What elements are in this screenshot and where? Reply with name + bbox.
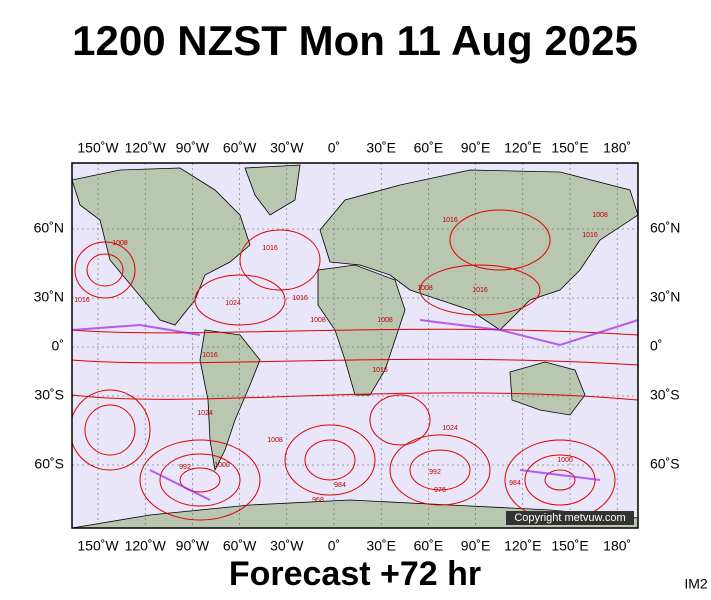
lon-label-bottom: 30˚E <box>366 538 396 554</box>
lon-label-bottom: 120˚E <box>504 538 541 554</box>
isobar-label: 992 <box>429 469 441 476</box>
lon-label-top: 120˚E <box>504 140 541 156</box>
isobar-label: 968 <box>312 497 324 504</box>
lon-label-bottom: 90˚W <box>176 538 210 554</box>
isobar-label: 1024 <box>442 425 458 432</box>
lon-label-top: 0˚ <box>328 140 340 156</box>
isobar-label: 984 <box>509 480 521 487</box>
copyright: Copyright metvuw.com <box>514 512 625 524</box>
lon-label-top: 60˚E <box>414 140 444 156</box>
footer: Forecast +72 hr <box>229 555 481 593</box>
lat-label-right: 60˚S <box>650 456 680 472</box>
lon-label-top: 60˚W <box>223 140 257 156</box>
lon-label-bottom: 180˚ <box>603 538 631 554</box>
lon-label-top: 120˚W <box>125 140 167 156</box>
isobar-label: 1008 <box>417 285 433 292</box>
north-america <box>72 167 251 326</box>
isobar-label: 1016 <box>582 232 598 239</box>
isobar-label: 1000 <box>557 457 573 464</box>
isobar-label: 1016 <box>262 245 278 252</box>
isobar-label: 1024 <box>225 300 241 307</box>
lon-label-top: 30˚W <box>270 140 304 156</box>
lon-label-bottom: 60˚E <box>414 538 444 554</box>
isobar-label: 992 <box>179 464 191 471</box>
title: 1200 NZST Mon 11 Aug 2025 <box>72 17 638 64</box>
isobar-label: 1016 <box>292 295 308 302</box>
isobar-label: 1008 <box>377 317 393 324</box>
graticule <box>72 163 638 528</box>
isobar-label: 1008 <box>112 240 128 247</box>
isobar-label: 976 <box>434 487 446 494</box>
image-id: IM2 <box>684 576 708 592</box>
lon-label-bottom: 0˚ <box>328 538 340 554</box>
lon-label-top: 90˚E <box>461 140 491 156</box>
lon-label-bottom: 30˚W <box>270 538 304 554</box>
lat-label-right: 60˚N <box>650 220 680 236</box>
isobars <box>72 209 638 521</box>
lon-label-top: 150˚W <box>77 140 119 156</box>
australia <box>509 361 586 416</box>
lat-label-right: 30˚N <box>650 289 680 305</box>
lon-label-bottom: 60˚W <box>223 538 257 554</box>
isobar-label: 1000 <box>214 462 230 469</box>
antarctica <box>72 499 638 528</box>
isobar-label: 1016 <box>372 367 388 374</box>
lat-label-right: 0˚ <box>650 338 662 354</box>
lat-label-left: 0˚ <box>52 338 64 354</box>
lat-label-right: 30˚S <box>650 387 680 403</box>
greenland <box>244 164 301 216</box>
map-frame <box>71 162 639 529</box>
isobar-label: 1024 <box>197 410 213 417</box>
isobar-label: 1016 <box>442 217 458 224</box>
isobar-label: 1016 <box>472 287 488 294</box>
lon-label-bottom: 90˚E <box>461 538 491 554</box>
lat-label-left: 60˚N <box>34 220 64 236</box>
lon-label-top: 180˚ <box>603 140 631 156</box>
copyright-box <box>506 511 634 525</box>
lat-label-left: 30˚N <box>34 289 64 305</box>
isobar-label: 1008 <box>592 212 608 219</box>
eurasia <box>319 169 638 331</box>
lon-label-top: 90˚W <box>176 140 210 156</box>
lon-label-bottom: 120˚W <box>125 538 167 554</box>
south-america <box>199 329 261 472</box>
isobar-label: 984 <box>334 482 346 489</box>
isobar-label: 1016 <box>74 297 90 304</box>
land <box>72 164 638 528</box>
isobar-label: 1008 <box>310 317 326 324</box>
isobar-label: 1016 <box>202 352 218 359</box>
lon-label-top: 30˚E <box>366 140 396 156</box>
map-area <box>72 163 638 528</box>
lon-label-bottom: 150˚E <box>551 538 588 554</box>
precipitation <box>72 319 638 501</box>
lon-label-bottom: 150˚W <box>77 538 119 554</box>
isobar-label: 1008 <box>267 437 283 444</box>
lat-label-left: 30˚S <box>34 387 64 403</box>
lon-label-top: 150˚E <box>551 140 588 156</box>
lat-label-left: 60˚S <box>34 456 64 472</box>
